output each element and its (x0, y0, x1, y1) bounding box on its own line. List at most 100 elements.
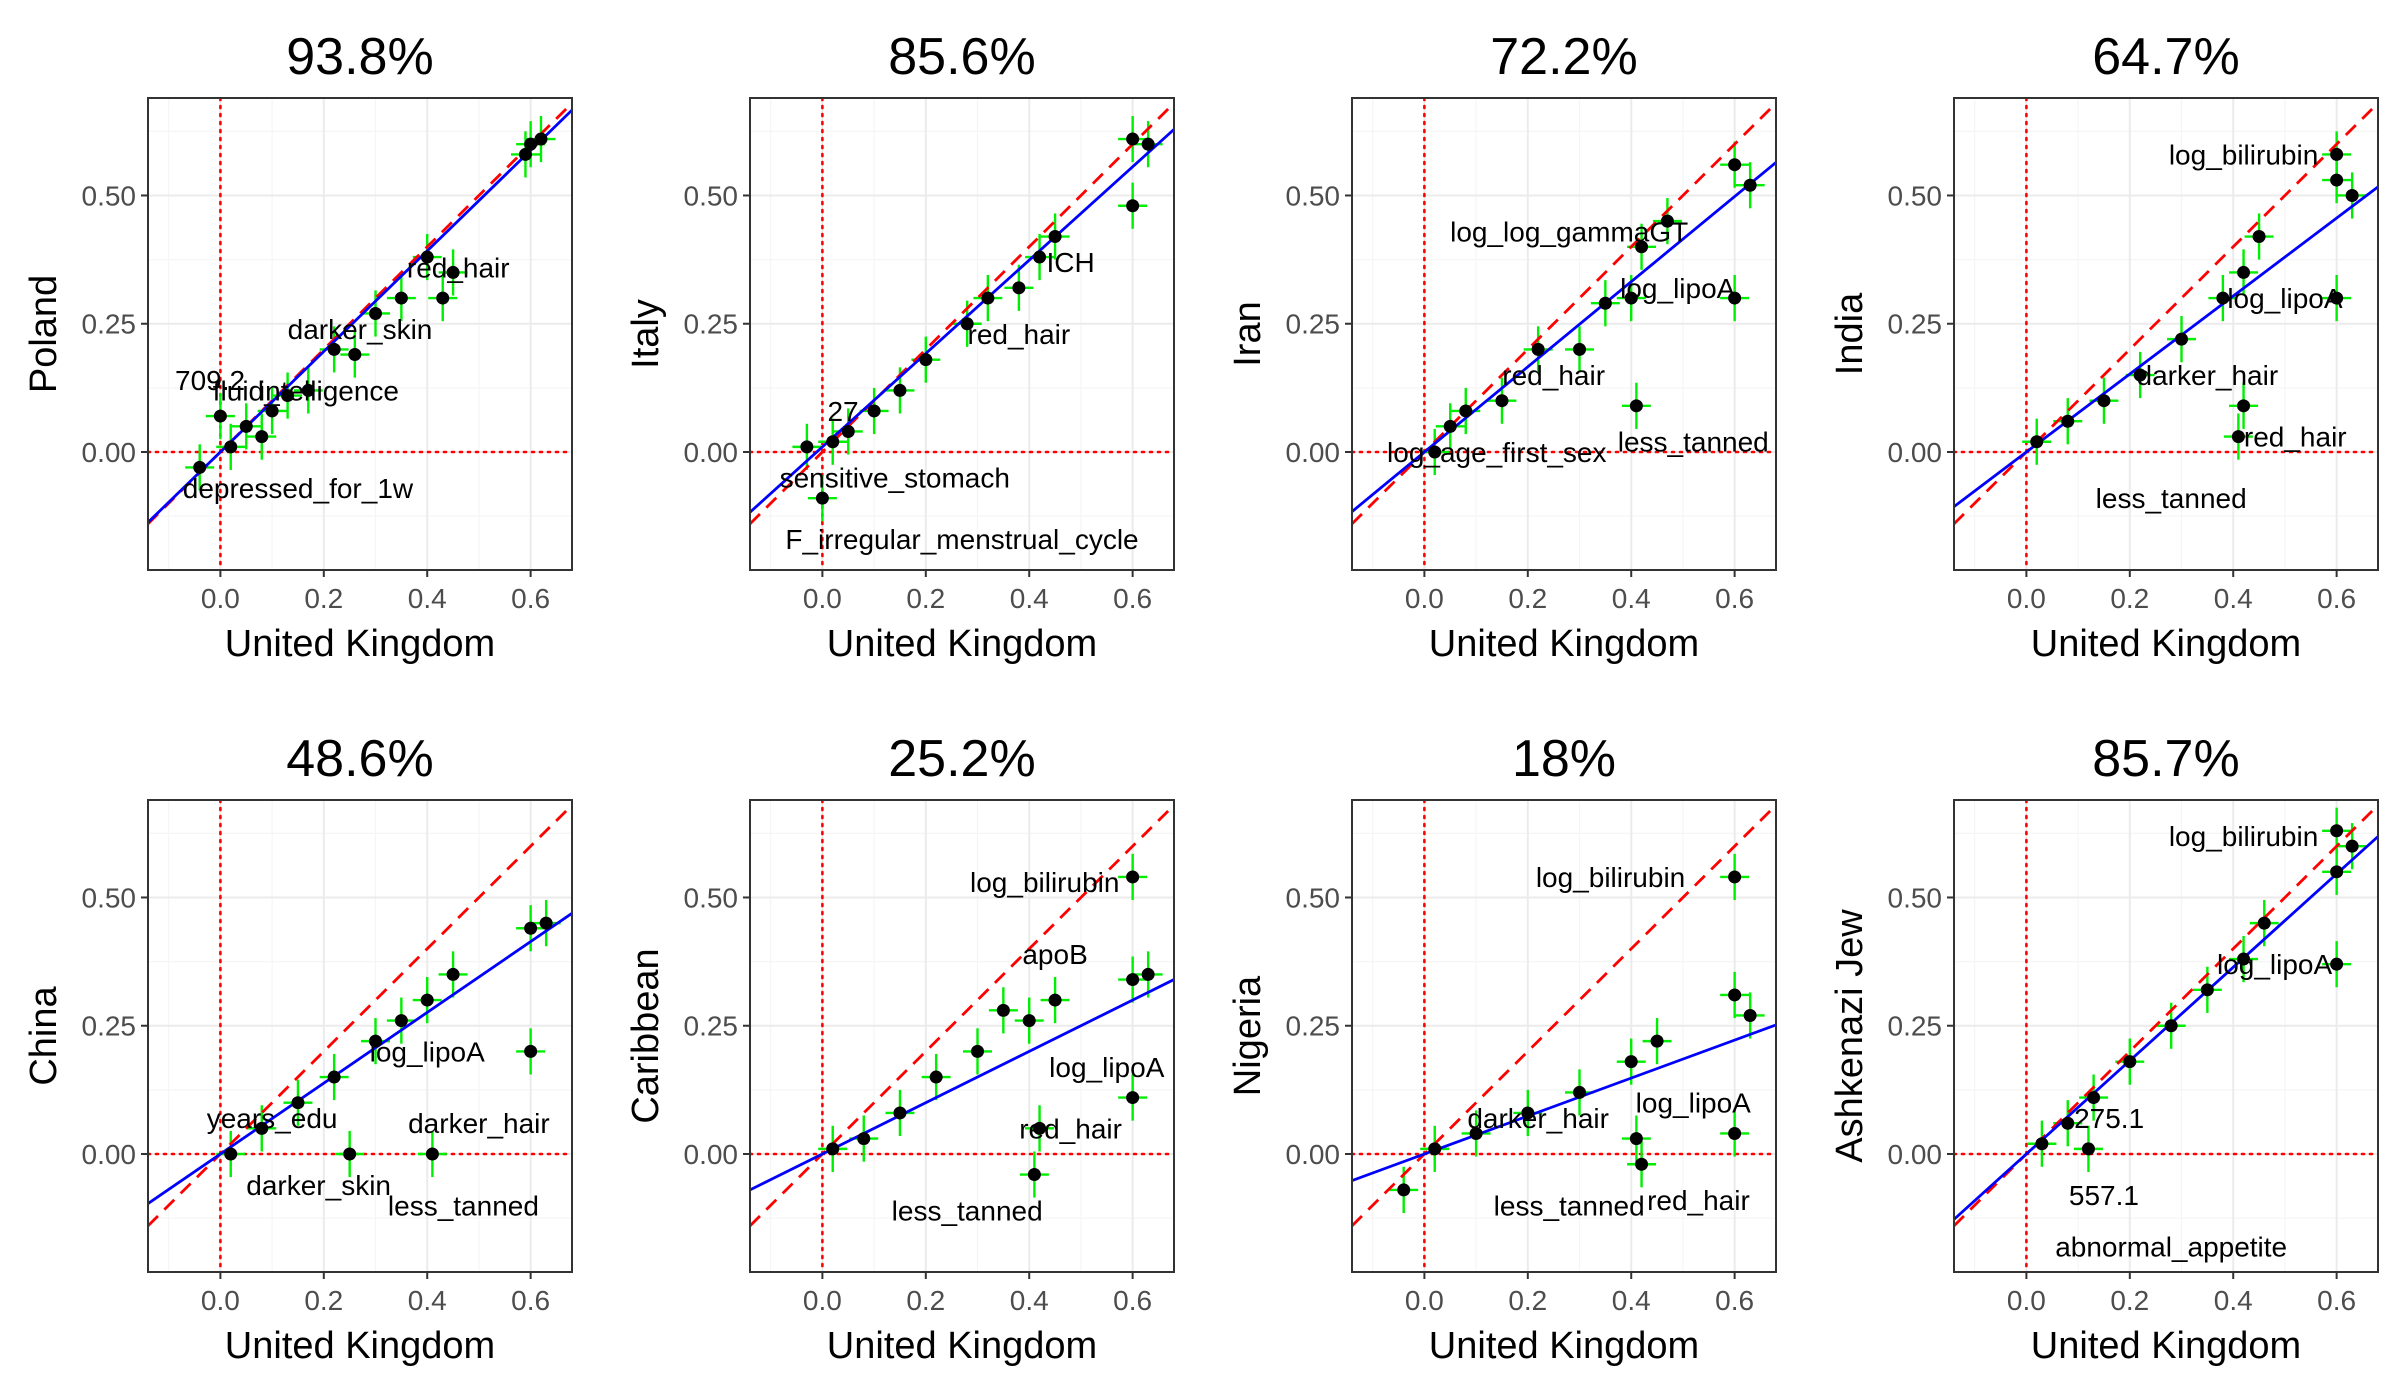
x-tick-label: 0.4 (2214, 583, 2253, 614)
fit-line (1352, 1023, 1776, 1182)
y-tick-label: 0.00 (1286, 1139, 1341, 1170)
annotation-label: less_tanned (1618, 427, 1769, 458)
panel-background (1954, 800, 2378, 1272)
annotation-label: log_bilirubin (1536, 862, 1685, 893)
y-tick-label: 0.50 (1888, 180, 1943, 211)
annotation-label: intelligence (259, 375, 399, 406)
y-tick-label: 0.50 (82, 882, 137, 913)
annotation-label: 275.1 (2074, 1103, 2144, 1134)
x-tick-label: 0.6 (511, 583, 550, 614)
data-point (2061, 414, 2075, 428)
data-point (2330, 173, 2344, 187)
plot-area (750, 98, 1174, 570)
data-point (255, 1121, 269, 1135)
panel-title: 25.2% (888, 730, 1035, 788)
data-point (534, 132, 548, 146)
y-tick-label: 0.25 (1286, 309, 1341, 340)
x-tick-label: 0.0 (803, 583, 842, 614)
panel-title: 48.6% (286, 730, 433, 788)
data-point (1022, 1014, 1036, 1028)
annotation-label: sensitive_stomach (780, 463, 1010, 494)
annotation-label: log_lipoA (1620, 273, 1736, 304)
panel-border (147, 799, 573, 1273)
annotation-label: ICH (1046, 247, 1094, 278)
y-axis-title: Poland (23, 275, 65, 393)
y-tick-label: 0.00 (684, 1139, 739, 1170)
data-point (867, 404, 881, 418)
panel-title: 85.7% (2092, 730, 2239, 788)
data-point (2330, 957, 2344, 971)
y-axis-title: Iran (1227, 301, 1269, 366)
data-point (348, 348, 362, 362)
y-axis-title: Ashkenazi Jew (1829, 909, 1871, 1163)
y-axis-title: China (23, 985, 65, 1085)
x-tick-label: 0.4 (408, 583, 447, 614)
data-point (2252, 230, 2266, 244)
y-tick-label: 0.00 (1286, 437, 1341, 468)
x-tick-label: 0.6 (2317, 1285, 2356, 1316)
annotation-label: red_hair (1502, 360, 1605, 391)
data-point (2237, 399, 2251, 413)
data-point (213, 409, 227, 423)
x-tick-label: 0.6 (511, 1285, 550, 1316)
annotation-label: apoB (1022, 939, 1087, 970)
data-point (826, 1142, 840, 1156)
data-point (369, 306, 383, 320)
y-tick-label: 0.25 (1888, 309, 1943, 340)
data-point (524, 1044, 538, 1058)
data-point (369, 1034, 383, 1048)
x-tick-label: 0.0 (201, 583, 240, 614)
panel-title: 72.2% (1490, 28, 1637, 86)
data-point (1531, 342, 1545, 356)
data-point (394, 291, 408, 305)
data-point (2237, 952, 2251, 966)
panel-title: 85.6% (888, 28, 1035, 86)
data-point (2175, 332, 2189, 346)
data-point (919, 353, 933, 367)
data-point (1459, 404, 1473, 418)
data-point (301, 383, 315, 397)
data-point (224, 1147, 238, 1161)
data-point (841, 424, 855, 438)
annotation-label: 27 (827, 396, 858, 427)
x-tick-label: 0.0 (2007, 583, 2046, 614)
annotation-label: darker_hair (408, 1108, 550, 1139)
x-axis-title: United Kingdom (2031, 1325, 2301, 1367)
panel-title: 18% (1512, 730, 1616, 788)
data-point (239, 419, 253, 433)
data-point (971, 1044, 985, 1058)
data-point (394, 1014, 408, 1028)
x-axis-title: United Kingdom (827, 623, 1097, 665)
x-tick-label: 0.2 (906, 583, 945, 614)
data-point (800, 440, 814, 454)
y-tick-label: 0.00 (1888, 1139, 1943, 1170)
annotation-label: log_lipoA (1049, 1052, 1165, 1083)
data-point (1573, 342, 1587, 356)
annotation-label: log_lipoA (2217, 949, 2333, 980)
annotation-label: log_bilirubin (970, 867, 1119, 898)
data-point (2231, 430, 2245, 444)
data-point (1743, 1008, 1757, 1022)
data-point (960, 317, 974, 331)
data-point (1126, 132, 1140, 146)
y-tick-label: 0.25 (82, 309, 137, 340)
annotation-label: years_edu (207, 1103, 338, 1134)
data-point (518, 147, 532, 161)
data-point (1624, 291, 1638, 305)
plot-area (1352, 800, 1776, 1272)
x-tick-label: 0.4 (1010, 583, 1049, 614)
annotation-label: less_tanned (388, 1190, 539, 1221)
data-point (1521, 1106, 1535, 1120)
fit-line (750, 978, 1174, 1192)
annotation-label: log_lipoA (1636, 1088, 1752, 1119)
data-point (2164, 1019, 2178, 1033)
data-point (1048, 993, 1062, 1007)
panel-background (750, 98, 1174, 570)
y-axis-title: Nigeria (1227, 975, 1269, 1096)
data-point (420, 250, 434, 264)
fit-line (148, 109, 572, 524)
annotation-label: darker_skin (288, 314, 433, 345)
plot-area (148, 800, 572, 1272)
data-point (343, 1147, 357, 1161)
annotation-label: log_lipoA (370, 1036, 486, 1067)
